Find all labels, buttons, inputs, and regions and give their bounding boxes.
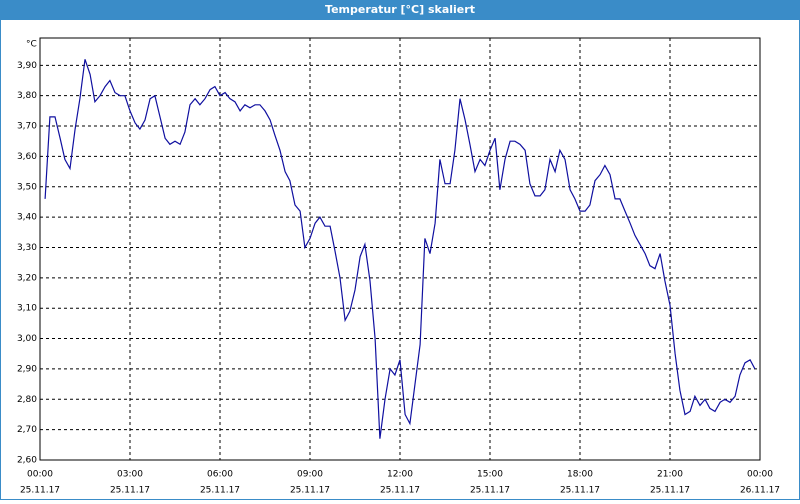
chart-title: Temperatur [°C] skaliert bbox=[325, 3, 475, 16]
title-bar bbox=[0, 0, 800, 20]
plot-frame bbox=[39, 37, 761, 461]
x-tick-label: 09:00 bbox=[297, 470, 323, 480]
y-axis-label: °C bbox=[26, 40, 37, 50]
x-tick-label: 12:00 bbox=[387, 470, 413, 480]
x-tick-date: 26.11.17 bbox=[740, 486, 780, 496]
data-line bbox=[44, 59, 756, 439]
y-tick-label: 2,80 bbox=[17, 395, 37, 405]
x-tick-label: 21:00 bbox=[657, 470, 683, 480]
x-tick-date: 25.11.17 bbox=[110, 486, 150, 496]
x-tick-label: 03:00 bbox=[117, 470, 143, 480]
y-tick-label: 2,70 bbox=[17, 425, 37, 435]
y-tick-label: 3,10 bbox=[17, 304, 37, 314]
y-tick-label: 3,00 bbox=[17, 334, 37, 344]
x-tick-label: 18:00 bbox=[567, 470, 593, 480]
x-tick-date: 25.11.17 bbox=[650, 486, 690, 496]
x-tick-label: 06:00 bbox=[207, 470, 233, 480]
x-tick-date: 25.11.17 bbox=[20, 486, 60, 496]
x-tick-label: 00:00 bbox=[747, 470, 773, 480]
y-tick-label: 2,60 bbox=[17, 456, 37, 466]
y-tick-label: 2,90 bbox=[17, 364, 37, 374]
x-tick-date: 25.11.17 bbox=[290, 486, 330, 496]
x-tick-date: 25.11.17 bbox=[470, 486, 510, 496]
y-tick-label: 3,80 bbox=[17, 91, 37, 101]
y-tick-label: 3,20 bbox=[17, 273, 37, 283]
x-tick-label: 00:00 bbox=[27, 470, 53, 480]
y-tick-label: 3,50 bbox=[17, 182, 37, 192]
x-tick-label: 15:00 bbox=[477, 470, 503, 480]
x-tick-date: 25.11.17 bbox=[560, 486, 600, 496]
x-tick-date: 25.11.17 bbox=[200, 486, 240, 496]
x-tick-date: 25.11.17 bbox=[380, 486, 420, 496]
y-tick-label: 3,60 bbox=[17, 152, 37, 162]
y-tick-label: 3,90 bbox=[17, 61, 37, 71]
y-tick-label: 3,70 bbox=[17, 122, 37, 132]
y-tick-label: 3,30 bbox=[17, 243, 37, 253]
y-tick-label: 3,40 bbox=[17, 213, 37, 223]
